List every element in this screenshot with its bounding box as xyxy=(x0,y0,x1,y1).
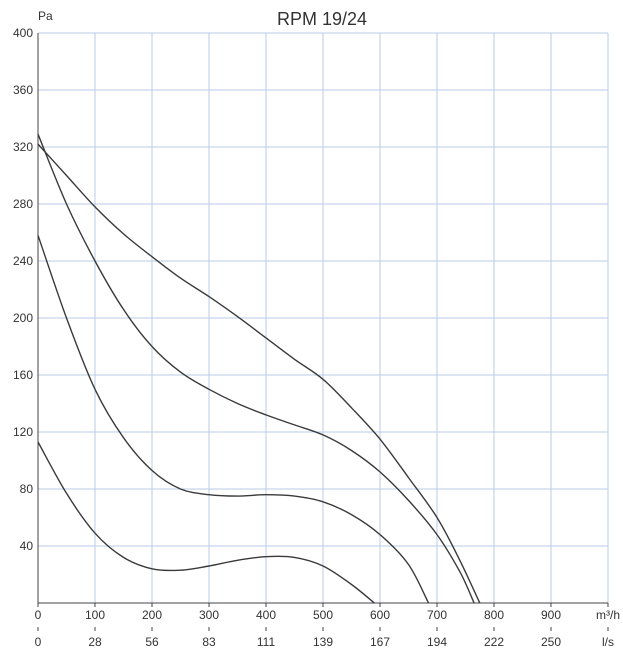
y-tick-label-2: 120 xyxy=(13,425,33,439)
performance-curve-2 xyxy=(37,133,475,604)
x2-tick-label-6: 167 xyxy=(370,635,390,649)
y-tick-label-0: 40 xyxy=(20,539,34,553)
y-tick-label-8: 360 xyxy=(13,83,33,97)
x2-tick-label-8: 222 xyxy=(484,635,504,649)
x-tick-label-5: 500 xyxy=(313,608,333,622)
x-tick-label-3: 300 xyxy=(199,608,219,622)
y-tick-label-1: 80 xyxy=(20,482,34,496)
x2-tick-label-9: 250 xyxy=(541,635,561,649)
y-axis-label: Pa xyxy=(38,9,53,23)
x2-tick-label-1: 28 xyxy=(88,635,102,649)
axes xyxy=(37,33,609,631)
x2-tick-label-0: 0 xyxy=(35,635,42,649)
performance-curve-1 xyxy=(37,143,481,604)
y-tick-label-6: 280 xyxy=(13,197,33,211)
x-tick-label-9: 900 xyxy=(541,608,561,622)
x2-axis-label: l/s xyxy=(602,635,614,649)
x2-tick-label-5: 139 xyxy=(313,635,333,649)
grid xyxy=(38,32,609,603)
x-tick-label-6: 600 xyxy=(370,608,390,622)
x-tick-label-0: 0 xyxy=(35,608,42,622)
x-tick-label-7: 700 xyxy=(427,608,447,622)
x-axis-label: m³/h xyxy=(596,608,620,622)
y-tick-label-4: 200 xyxy=(13,311,33,325)
x-tick-label-8: 800 xyxy=(484,608,504,622)
y-tick-label-9: 400 xyxy=(13,26,33,40)
x-tick-label-4: 400 xyxy=(256,608,276,622)
x-tick-label-2: 200 xyxy=(142,608,162,622)
x2-tick-label-4: 111 xyxy=(257,635,276,649)
y-tick-label-3: 160 xyxy=(13,368,33,382)
x2-tick-label-7: 194 xyxy=(427,635,447,649)
x2-tick-label-2: 56 xyxy=(145,635,159,649)
chart-title: RPM 19/24 xyxy=(277,9,367,29)
curves xyxy=(37,133,481,604)
x2-tick-label-3: 83 xyxy=(202,635,216,649)
performance-curve-3 xyxy=(37,235,430,604)
x-tick-label-1: 100 xyxy=(85,608,105,622)
y-tick-label-5: 240 xyxy=(13,254,33,268)
performance-curve-4 xyxy=(37,441,375,604)
y-tick-label-7: 320 xyxy=(13,140,33,154)
